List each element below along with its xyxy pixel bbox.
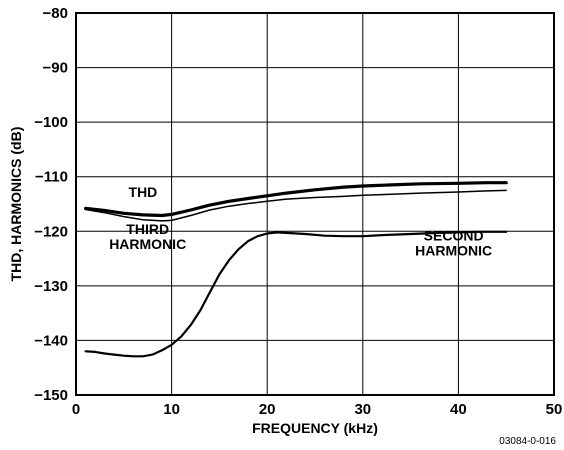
annotation-line: THD [129,184,158,200]
annotation-line: HARMONIC [415,243,492,259]
x-tick-label: 40 [450,401,467,418]
series-line-thd [84,181,508,218]
series-line-second-harmonic [84,230,508,358]
y-tick-label: −120 [34,223,68,240]
y-tick-label: −110 [35,169,68,186]
x-tick-label: 20 [259,401,276,418]
y-tick-label: −130 [34,278,68,295]
annotation-line: SECOND [424,228,484,244]
plot-frame [75,12,555,396]
y-tick-label: −150 [34,387,68,404]
annotation-line: HARMONIC [109,236,186,252]
y-tick-label: −80 [43,5,68,22]
grid-lines [76,13,554,395]
x-tick-label: 10 [163,401,180,418]
series-annotation: THIRD HARMONIC [109,221,186,252]
tick-labels: 0 10 20 30 40 50 −80 −90 −100 −110 −120 −130 −140 −15… [34,5,562,418]
series-annotation: SECOND HARMONIC [415,228,492,259]
y-tick-label: −90 [43,60,68,77]
x-axis-title: FREQUENCY (kHz) [252,420,378,436]
data-series [84,181,508,358]
annotation-line: THIRD [126,221,169,237]
y-tick-label: −140 [34,332,68,349]
series-annotation: THD [129,184,158,200]
y-axis-title: THD, HARMONICS (dB) [8,127,24,282]
x-tick-label: 0 [72,401,80,418]
series-line-third-harmonic [84,189,507,222]
y-tick-label: −100 [34,114,68,131]
figure-code: 03084-0-016 [499,436,556,447]
x-tick-label: 50 [546,401,563,418]
x-tick-label: 30 [354,401,371,418]
